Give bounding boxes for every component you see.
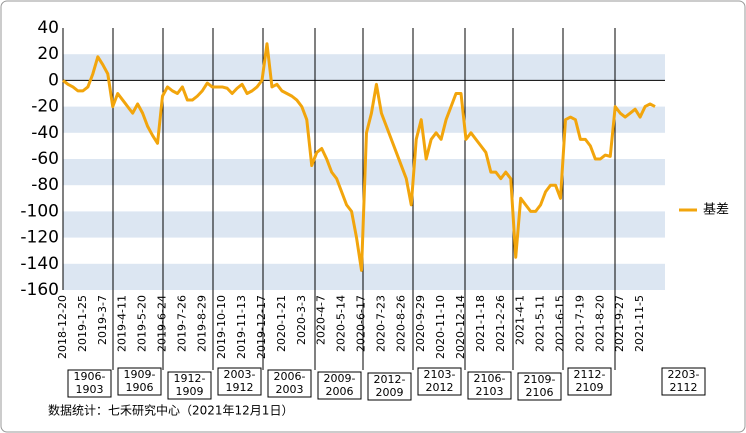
x-tick-label: 2020-7-23	[374, 295, 387, 352]
annotation: 2106-	[474, 372, 506, 385]
y-tick-label: 0	[48, 70, 59, 90]
legend-label: 基差	[703, 203, 729, 218]
annotation: 2106	[526, 386, 554, 399]
annotation: 1906-	[74, 370, 106, 383]
annotation: 1906	[126, 381, 154, 394]
annotation: 2112	[670, 381, 698, 394]
x-tick-label: 2021-8-20	[593, 295, 606, 352]
x-tick-label: 2019-6-24	[156, 295, 169, 352]
x-tick-label: 2021-4-1	[514, 295, 527, 345]
annotation: 2003-	[224, 368, 256, 381]
annotation-box	[67, 369, 112, 398]
annotation: 1912	[226, 381, 254, 394]
x-tick-label: 2018-12-20	[56, 295, 69, 359]
x-tick-label: 2021-7-19	[573, 295, 586, 352]
grid-band	[63, 263, 665, 290]
y-tick-label: -160	[20, 280, 59, 300]
data-line	[62, 42, 656, 272]
annotation-box	[467, 371, 512, 400]
y-tick-label: -20	[31, 97, 59, 117]
annotation: 2009-	[324, 372, 356, 385]
annotation: 1909-	[124, 368, 156, 381]
annotation: 2012-	[374, 373, 406, 386]
annotation: 2006-	[274, 370, 306, 383]
x-tick-label: 2021-1-18	[474, 295, 487, 352]
x-tick-label: 2020-6-17	[355, 295, 368, 352]
annotation-box	[661, 367, 706, 396]
x-tick-label: 2019-7-26	[175, 295, 188, 352]
x-tick-label: 2020-1-21	[275, 295, 288, 352]
annotation: 1912-	[174, 372, 206, 385]
grid-band	[63, 54, 665, 81]
x-tick-label: 2019-5-20	[136, 295, 149, 352]
x-tick-label: 2019-12-17	[255, 295, 268, 359]
annotation: 2012	[426, 381, 454, 394]
x-tick-label: 2021-2-26	[494, 295, 507, 352]
x-tick-label: 2020-11-10	[434, 295, 447, 359]
x-tick-label: 2021-6-15	[554, 295, 567, 352]
y-tick-label: 20	[37, 44, 59, 64]
x-tick-label: 2021-11-5	[633, 295, 646, 352]
annotation-box	[267, 369, 312, 398]
annotation-box	[167, 371, 212, 400]
y-tick-label: -120	[20, 228, 59, 248]
annotation: 2103	[476, 385, 504, 398]
x-tick-label: 2019-8-29	[195, 295, 208, 352]
annotation-box	[367, 372, 412, 401]
x-tick-label: 2020-9-29	[414, 295, 427, 352]
x-tick-label: 2020-4-7	[315, 295, 328, 345]
x-tick-label: 2019-3-7	[96, 295, 109, 345]
annotation-box	[317, 371, 362, 400]
annotation-box	[217, 367, 262, 396]
annotation-box	[567, 367, 612, 396]
annotation-box	[117, 367, 162, 396]
x-tick-label: 2020-12-14	[454, 295, 467, 359]
annotation: 2009	[376, 386, 404, 399]
y-tick-label: 40	[37, 18, 59, 38]
x-tick-label: 2020-5-14	[335, 295, 348, 352]
x-tick-label: 2020-8-26	[394, 295, 407, 352]
annotation-box	[417, 367, 462, 396]
y-tick-label: -80	[31, 175, 59, 195]
x-tick-label: 2021-9-27	[613, 295, 626, 352]
annotation: 1909	[176, 385, 204, 398]
annotation: 2203-	[668, 368, 700, 381]
y-tick-label: -40	[31, 123, 59, 143]
x-tick-label: 2019-11-13	[235, 295, 248, 359]
x-tick-label: 2019-10-10	[215, 295, 228, 359]
x-tick-label: 2019-4-11	[116, 295, 129, 352]
annotation: 2109	[576, 381, 604, 394]
annotation-box	[517, 372, 562, 401]
annotation: 2112-	[574, 368, 606, 381]
x-tick-label: 2019-1-25	[76, 295, 89, 352]
footer: 数据统计：七禾研究中心（2021年12月1日）	[48, 403, 293, 418]
x-tick-label: 2021-5-11	[534, 295, 547, 352]
annotation: 2006	[326, 385, 354, 398]
annotation: 1903	[76, 383, 104, 396]
annotation: 2103-	[424, 368, 456, 381]
y-tick-label: -140	[20, 254, 59, 274]
y-tick-label: -100	[20, 201, 59, 221]
annotation: 2003	[276, 383, 304, 396]
y-tick-label: -60	[31, 149, 59, 169]
x-tick-label: 2020-3-3	[295, 295, 308, 345]
annotation: 2109-	[524, 373, 556, 386]
